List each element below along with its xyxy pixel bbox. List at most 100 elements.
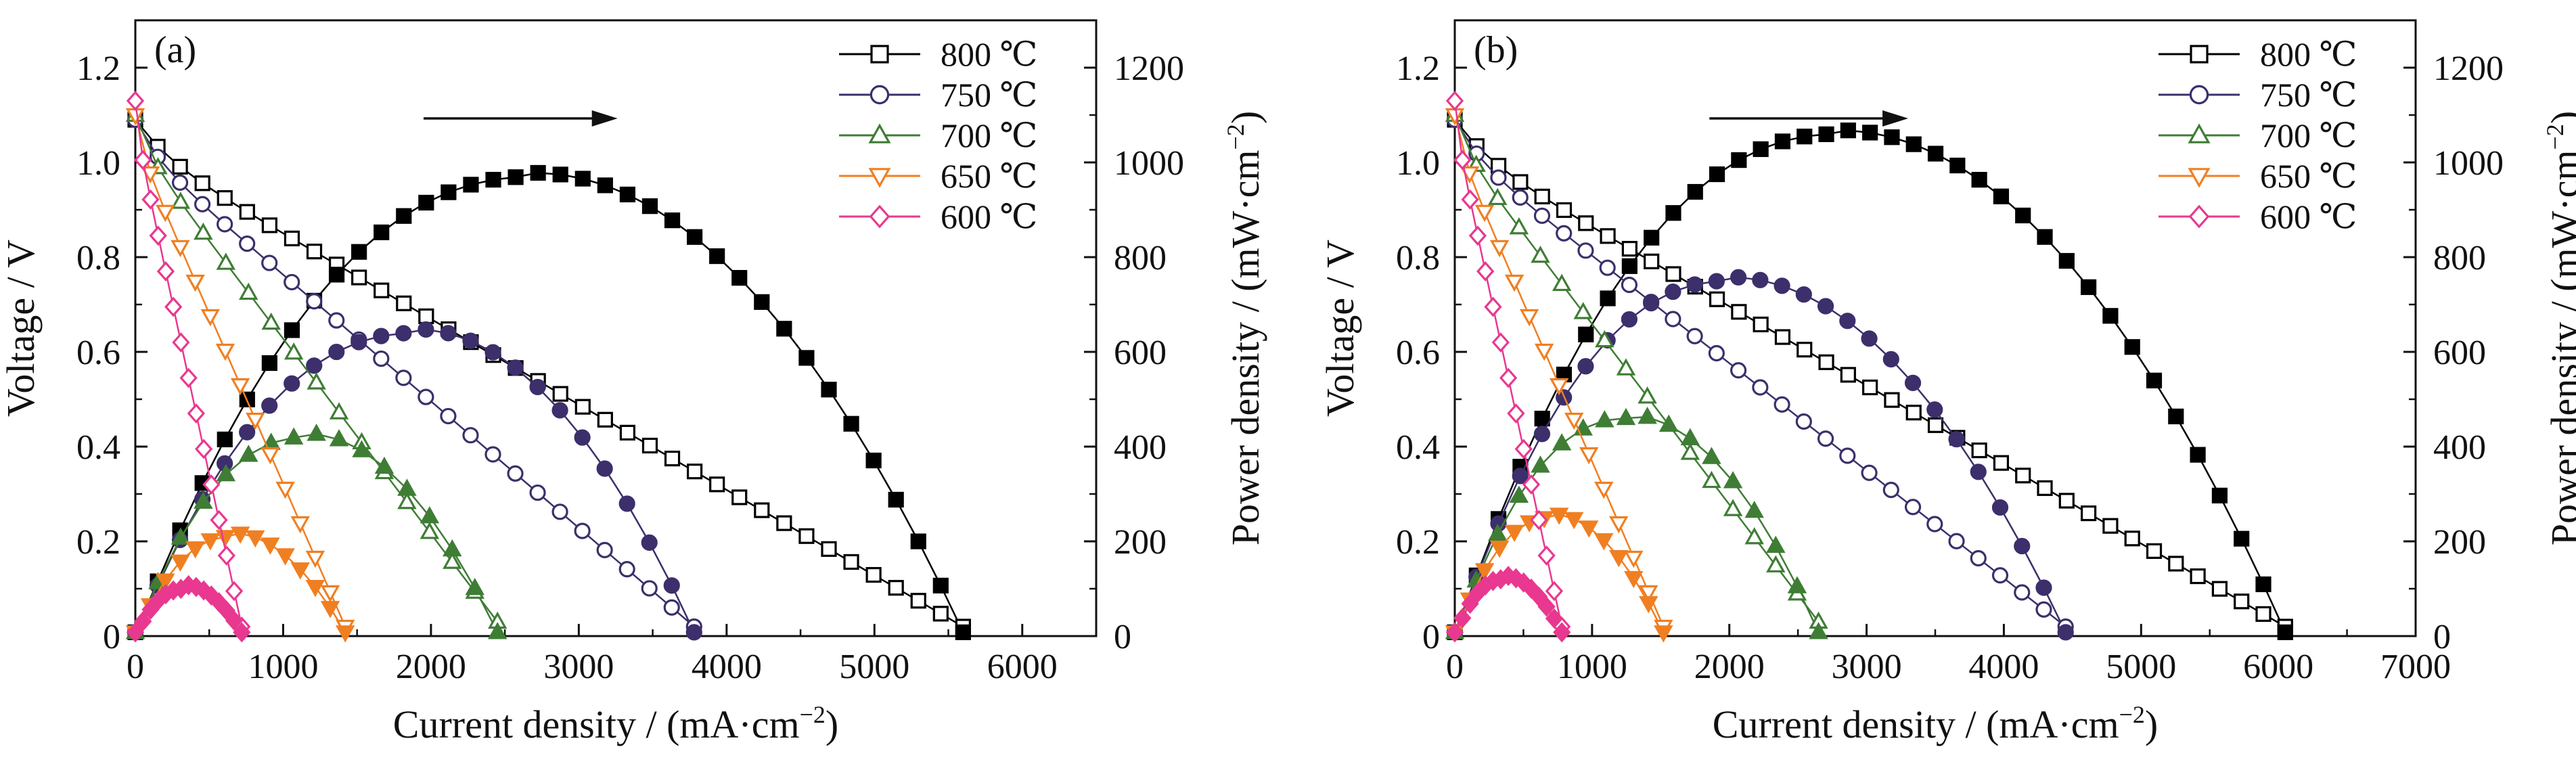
legend-marker: [868, 123, 891, 143]
power-point: [1795, 286, 1812, 303]
power-point: [1445, 622, 1464, 643]
power-point: [1818, 126, 1834, 143]
power-point: [1991, 499, 2009, 516]
power-point: [1474, 563, 1495, 581]
legend-marker: [2188, 168, 2211, 188]
series-750c: [127, 111, 702, 641]
voltage-point: [1533, 207, 1551, 224]
power-point: [1927, 145, 1944, 162]
power-point: [1512, 468, 1529, 485]
power-point: [507, 169, 524, 185]
x-tick-label: 2000: [396, 648, 466, 686]
power-point: [1639, 596, 1658, 614]
power-point: [1744, 500, 1764, 518]
power-point: [1862, 125, 1878, 141]
y-right-tick-label: 800: [2433, 239, 2486, 277]
power-point: [1809, 622, 1828, 639]
voltage-point: [1512, 174, 1529, 190]
voltage-point: [1818, 354, 1834, 370]
voltage-point: [2255, 606, 2272, 622]
power-point: [395, 325, 412, 342]
legend-label: 650 ℃: [941, 157, 1037, 195]
power-point: [910, 533, 926, 549]
voltage-point: [156, 204, 175, 223]
power-point: [200, 533, 221, 551]
voltage-point: [597, 411, 613, 428]
voltage-point: [2190, 568, 2206, 585]
legend-marker: [869, 204, 890, 229]
power-point: [776, 321, 792, 337]
legend-marker: [2188, 123, 2211, 143]
voltage-point: [1774, 329, 1791, 345]
x-tick-label: 3000: [543, 648, 614, 686]
power-point: [1461, 593, 1479, 614]
voltage-point: [1534, 343, 1554, 361]
voltage-point: [261, 217, 277, 233]
power-point: [484, 344, 501, 361]
voltage-point: [1556, 225, 1573, 242]
legend-marker: [869, 85, 890, 105]
y-right-tick-label: 400: [1114, 428, 1167, 467]
power-point: [843, 415, 859, 432]
voltage-point: [1882, 481, 1899, 499]
power-point: [709, 248, 725, 265]
power-point: [821, 382, 837, 398]
voltage-point: [1752, 379, 1769, 396]
power-point: [171, 527, 191, 545]
power-point: [134, 611, 152, 632]
x-tick-label: 4000: [1968, 648, 2039, 686]
power-point: [1882, 351, 1899, 367]
power-point: [284, 427, 304, 445]
voltage-point: [1545, 581, 1564, 602]
x-tick-label: 7000: [2380, 648, 2451, 686]
y-right-axis-title: Power density / (mW·cm−2): [2541, 111, 2576, 545]
voltage-point: [731, 489, 748, 505]
power-point: [1948, 430, 1965, 448]
y-right-axis-title: Power density / (mW·cm−2): [1222, 111, 1267, 545]
y-right-tick-label: 200: [2433, 523, 2486, 562]
voltage-point: [1512, 189, 1529, 206]
power-point: [530, 164, 546, 181]
voltage-point: [1489, 240, 1510, 258]
y-left-tick-label: 0.2: [76, 523, 120, 562]
voltage-point: [888, 580, 904, 596]
voltage-point: [1531, 245, 1550, 263]
voltage-point: [821, 541, 837, 557]
voltage-point: [217, 190, 233, 206]
x-tick-label: 2000: [1694, 648, 1765, 686]
power-point: [1840, 122, 1856, 139]
power-point: [551, 402, 568, 419]
voltage-point: [171, 192, 191, 209]
voltage-point: [225, 581, 244, 602]
power-point: [1637, 406, 1657, 424]
legend-marker: [2190, 45, 2209, 64]
power-point: [618, 495, 635, 512]
power-point: [329, 429, 349, 447]
power-point: [216, 464, 236, 482]
power-point: [465, 577, 485, 595]
voltage-point: [1840, 367, 1856, 383]
voltage-point: [417, 388, 434, 405]
power-point: [290, 562, 310, 580]
panel-tag: (a): [154, 29, 196, 71]
power-point: [888, 491, 904, 508]
voltage-point: [171, 240, 190, 258]
voltage-point: [194, 196, 211, 212]
power-point: [2211, 487, 2228, 503]
power-point: [261, 537, 280, 555]
power-point: [685, 624, 702, 641]
voltage-point: [1507, 403, 1525, 424]
voltage-point: [194, 222, 213, 240]
voltage-point: [910, 593, 926, 609]
voltage-point: [2168, 556, 2184, 572]
legend-item: 700 ℃: [839, 116, 1037, 154]
power-point: [1530, 586, 1548, 607]
voltage-point: [126, 91, 145, 111]
voltage-point: [843, 554, 859, 570]
power-point: [2057, 624, 2074, 641]
voltage-point: [217, 216, 233, 233]
series-600c: [1445, 91, 1571, 643]
power-point: [233, 622, 251, 643]
voltage-point: [574, 522, 591, 539]
voltage-point: [329, 402, 349, 420]
